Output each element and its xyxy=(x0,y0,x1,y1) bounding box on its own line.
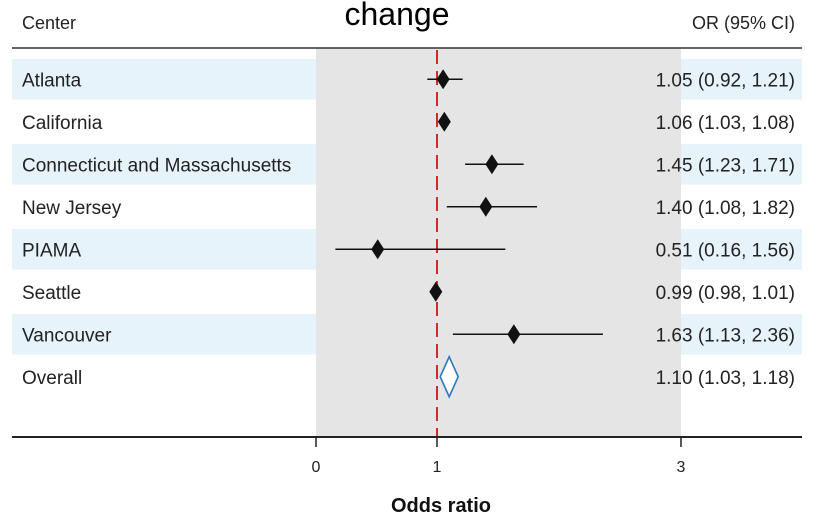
x-tick-label: 1 xyxy=(433,459,442,476)
or-diamond-marker xyxy=(479,196,493,217)
plot-area xyxy=(316,48,681,438)
row-ci-text: 1.05 (0.92, 1.21) xyxy=(656,70,795,91)
header-center: Center xyxy=(22,13,76,33)
row-label: Seattle xyxy=(22,283,81,304)
row-label: New Jersey xyxy=(22,198,122,219)
row-label: Connecticut and Massachusetts xyxy=(22,155,291,176)
forest-rows: Atlanta 1.05 (0.92, 1.21) California 1.06 (… xyxy=(22,69,795,399)
row-ci-text: 1.10 (1.03, 1.18) xyxy=(656,368,795,389)
row-label: Atlanta xyxy=(22,70,82,91)
or-diamond-marker xyxy=(371,239,385,260)
row-ci-text: 1.63 (1.13, 2.36) xyxy=(656,325,795,346)
row-label: PIAMA xyxy=(22,240,81,261)
overall-diamond-marker xyxy=(439,354,460,399)
x-tick-label: 3 xyxy=(677,459,686,476)
x-axis-label: Odds ratio xyxy=(391,495,491,517)
row-ci-text: 1.40 (1.08, 1.82) xyxy=(656,198,795,219)
x-axis-ticks: 0 1 3 xyxy=(312,437,686,476)
row-label: Overall xyxy=(22,368,82,389)
or-diamond-marker xyxy=(436,69,450,90)
row-label: California xyxy=(22,113,103,134)
x-tick-label: 0 xyxy=(312,459,321,476)
or-diamond-marker xyxy=(437,111,451,132)
header-or-ci: OR (95% CI) xyxy=(692,13,795,33)
row-label: Vancouver xyxy=(22,325,112,346)
row-ci-text: 1.45 (1.23, 1.71) xyxy=(656,155,795,176)
row-ci-text: 1.06 (1.03, 1.08) xyxy=(656,113,795,134)
chart-title: change xyxy=(345,0,450,32)
row-ci-text: 0.51 (0.16, 1.56) xyxy=(656,240,795,261)
or-diamond-marker xyxy=(507,324,521,345)
or-diamond-marker xyxy=(429,281,443,302)
row-ci-text: 0.99 (0.98, 1.01) xyxy=(656,283,795,304)
or-diamond-marker xyxy=(485,154,499,175)
